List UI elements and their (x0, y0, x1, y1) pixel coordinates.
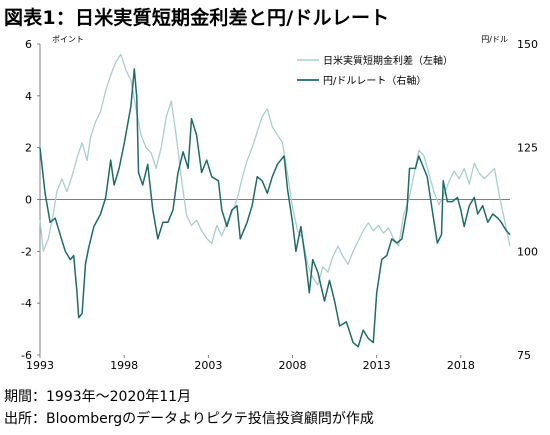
y-left-axis-label: ポイント (52, 35, 84, 44)
y-right-axis-label: 円/ドル (481, 35, 508, 44)
chart-figure: 6 4 2 0 -2 -4 -6 150 125 100 75 1993 1998 2003 2008 2… (21, 35, 538, 372)
x-axis: 1993 1998 2003 2008 2013 2018 (26, 355, 475, 372)
y-right-tick-label: 75 (517, 349, 531, 362)
y-right-tick-label: 125 (517, 142, 538, 155)
y-left-tick-label: -2 (21, 245, 32, 258)
y-left-axis: 6 4 2 0 -2 -4 -6 (21, 38, 40, 362)
y-left-tick-label: 6 (25, 38, 32, 51)
page-title: 図表1：日米実質短期金利差と円/ドルレート (4, 7, 390, 29)
y-left-tick-label: 0 (25, 194, 32, 207)
source-note: 出所：Bloombergのデータよりピクテ投信投資顧問が作成 (4, 411, 374, 427)
x-tick-label: 2018 (447, 359, 475, 372)
series-yen-line (39, 68, 511, 348)
y-left-tick-label: -4 (21, 297, 32, 310)
y-left-tick-label: -6 (21, 349, 32, 362)
x-tick-label: 1993 (26, 359, 54, 372)
x-tick-label: 2003 (194, 359, 222, 372)
x-tick-label: 1998 (110, 359, 138, 372)
period-note: 期間：1993年～2020年11月 (4, 389, 192, 405)
y-right-tick-label: 150 (517, 38, 538, 51)
series-layer (39, 53, 511, 348)
y-right-axis: 150 125 100 75 (517, 38, 538, 362)
x-tick-label: 2013 (363, 359, 391, 372)
y-left-tick-label: 4 (25, 90, 32, 103)
series-spread-line (39, 53, 511, 286)
legend-label: 円/ドルレート（右軸） (323, 74, 426, 87)
y-left-tick-label: 2 (25, 142, 32, 155)
y-right-tick-label: 100 (517, 245, 538, 258)
legend: 日米実質短期金利差（左軸） 円/ドルレート（右軸） (297, 54, 453, 87)
legend-label: 日米実質短期金利差（左軸） (323, 54, 453, 67)
x-tick-label: 2008 (279, 359, 307, 372)
